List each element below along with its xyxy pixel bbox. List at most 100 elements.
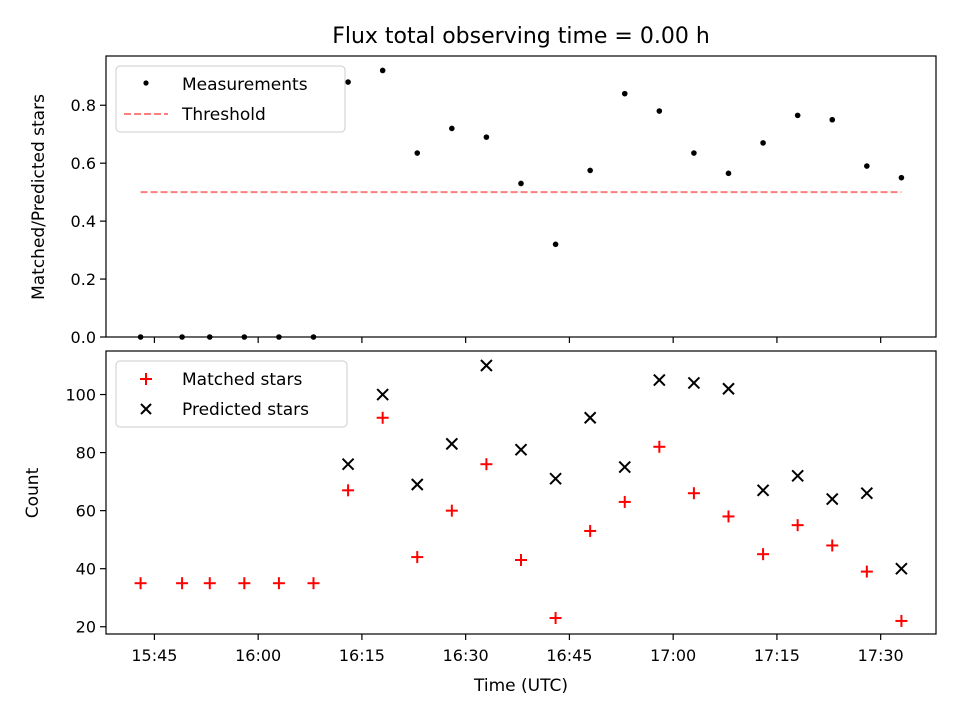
bottom-y-axis-label: Count <box>23 467 43 518</box>
bottom-y-tick-label: 100 <box>65 386 96 405</box>
matched-star-point <box>757 548 770 561</box>
matched-star-point <box>411 551 424 564</box>
bottom-x-tick-label: 16:00 <box>235 646 281 665</box>
top-y-tick-label: 0.8 <box>71 96 96 115</box>
matched-star-point <box>445 504 458 517</box>
matched-star-point <box>826 539 839 552</box>
bottom-x-tick-label: 16:45 <box>546 646 592 665</box>
bottom-x-axis: 15:45 16:00 16:15 16:30 16:45 17:00 17:15 17:30 <box>131 634 904 665</box>
bottom-y-tick-label: 60 <box>76 502 96 521</box>
legend-measurements-label: Measurements <box>182 75 308 95</box>
matched-star-point <box>791 519 804 532</box>
matched-star-point <box>203 577 216 590</box>
top-plot-frame <box>105 55 937 338</box>
bottom-x-tick-label: 17:00 <box>650 646 696 665</box>
measurement-point <box>414 150 421 156</box>
legend-measurements-marker <box>143 80 149 86</box>
measurement-point <box>518 180 524 187</box>
predicted-star-point <box>341 457 355 471</box>
bottom-plot-frame <box>105 350 937 635</box>
predicted-star-point <box>722 382 735 395</box>
bottom-x-tick-label: 16:30 <box>443 646 489 665</box>
legend-matched-marker <box>140 373 152 385</box>
top-panel-title: Flux total observing time = 0.00 h <box>332 24 710 49</box>
top-x-axis <box>153 337 882 343</box>
predicted-star-point <box>860 487 874 500</box>
bottom-y-axis: 20 40 60 80 100 <box>65 386 106 637</box>
predicted-star-point <box>376 388 389 401</box>
predicted-star-point <box>653 373 666 387</box>
matched-star-point <box>134 577 147 590</box>
matched-star-point <box>515 553 527 566</box>
measurement-point <box>829 116 836 123</box>
top-panel: 0.00.20.40.60.8 Matched/Predicted stars … <box>29 55 937 347</box>
bottom-x-tick-label: 17:15 <box>754 646 800 665</box>
matched-star-point <box>342 484 355 497</box>
matched-star-point <box>238 577 251 590</box>
top-y-tick-label: 0.2 <box>71 270 96 289</box>
matched-star-point <box>272 577 285 590</box>
matched-star-point <box>722 510 735 523</box>
measurement-point <box>794 112 801 119</box>
top-y-tick-label: 0.4 <box>71 212 96 231</box>
top-y-tick-label: 0.0 <box>71 328 96 347</box>
predicted-star-point <box>583 411 597 424</box>
matched-star-point <box>480 458 493 471</box>
bottom-y-tick-label: 80 <box>76 444 96 463</box>
bottom-x-tick-label: 15:45 <box>131 646 177 665</box>
measurement-point <box>449 125 455 132</box>
predicted-star-point <box>618 460 631 474</box>
matched-star-point <box>618 495 631 508</box>
bottom-y-tick-label: 40 <box>76 560 96 579</box>
measurement-point <box>483 134 490 140</box>
matched-star-point <box>653 440 666 453</box>
bottom-plot-area <box>134 359 908 627</box>
legend-matched-label: Matched stars <box>182 370 302 390</box>
legend-threshold-label: Threshold <box>181 105 266 125</box>
matched-star-point <box>376 411 389 424</box>
bottom-x-tick-label: 16:15 <box>339 646 385 665</box>
matched-star-point <box>895 614 908 627</box>
measurement-point <box>552 241 559 248</box>
legend-predicted-label: Predicted stars <box>182 400 309 420</box>
predicted-star-point <box>756 484 770 497</box>
matched-star-point <box>307 577 320 590</box>
predicted-star-point <box>549 472 562 485</box>
matched-star-point <box>687 487 700 500</box>
top-y-axis: 0.0 0.2 0.4 0.6 0.8 <box>71 96 106 347</box>
predicted-star-point <box>826 492 839 506</box>
predicted-star-point <box>895 562 908 575</box>
measurement-point <box>345 79 351 85</box>
bottom-panel: 20 40 60 80 100 15:45 16:00 16:15 16:30 16:45 17:… <box>23 350 937 696</box>
measurement-point <box>379 67 386 74</box>
top-y-tick-label: 0.6 <box>71 154 96 173</box>
matched-star-point <box>584 524 597 537</box>
measurement-point <box>587 167 593 174</box>
measurement-point <box>725 170 732 177</box>
predicted-star-point <box>514 443 528 456</box>
measurement-point <box>760 140 766 146</box>
measurement-point <box>621 90 628 97</box>
predicted-star-point <box>445 437 459 451</box>
top-legend-box <box>115 65 346 133</box>
measurement-point <box>691 150 697 156</box>
top-y-axis-label: Matched/Predicted stars <box>29 94 49 300</box>
matched-star-point <box>860 565 873 578</box>
bottom-y-tick-label: 20 <box>76 618 96 637</box>
matched-star-point <box>549 612 562 625</box>
bottom-legend: Matched stars Predicted stars <box>115 360 348 428</box>
legend-predicted-marker <box>140 403 152 415</box>
predicted-star-point <box>791 469 804 483</box>
predicted-star-point <box>480 359 493 372</box>
predicted-star-point <box>687 376 701 390</box>
bottom-legend-box <box>115 360 348 428</box>
bottom-x-tick-label: 17:30 <box>858 646 904 665</box>
top-legend: Measurements Threshold <box>115 65 346 133</box>
bottom-x-axis-label: Time (UTC) <box>473 676 568 696</box>
matched-star-point <box>176 577 189 590</box>
measurement-point <box>898 174 905 181</box>
measurement-point <box>656 108 663 114</box>
top-plot-area <box>137 67 905 340</box>
measurement-point <box>864 163 870 169</box>
